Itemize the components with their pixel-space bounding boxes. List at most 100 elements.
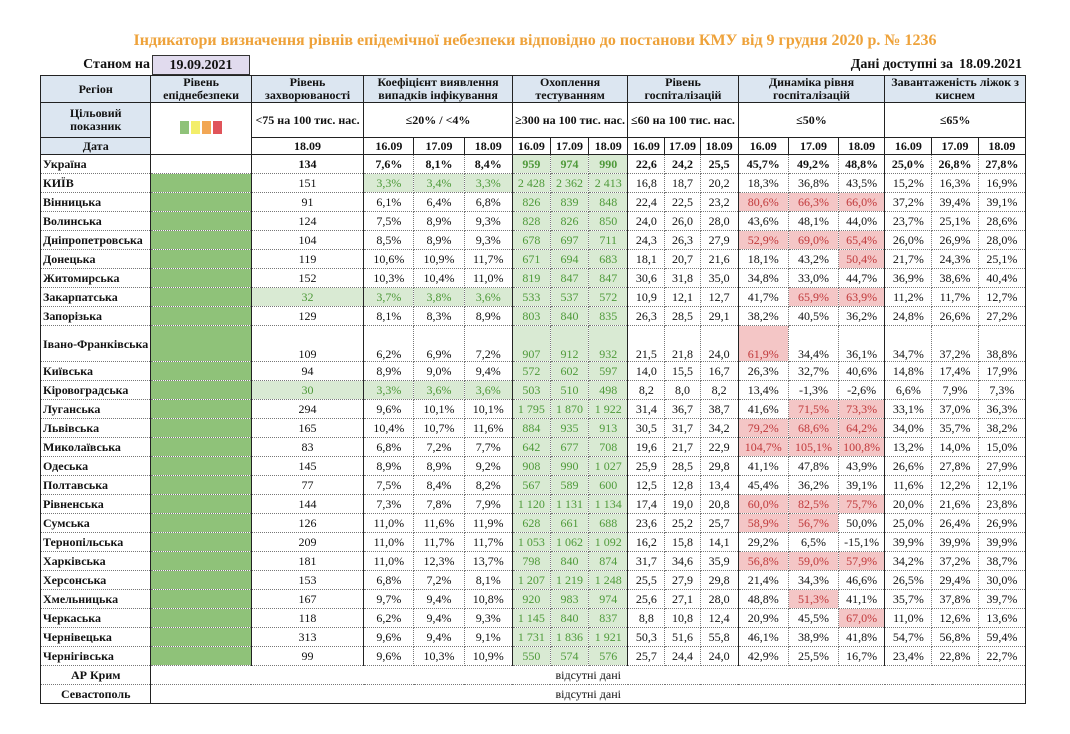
- hosp-value: 28,5: [664, 306, 701, 326]
- oxygen-beds-value: 26,9%: [931, 230, 979, 250]
- hosp-value: 19,0: [664, 494, 701, 514]
- hosp-value: 29,8: [699, 570, 739, 590]
- hosp-dynamics-value: 46,1%: [737, 627, 789, 647]
- testing-value: 678: [511, 230, 551, 250]
- epidemic-level-indicator: [150, 325, 252, 362]
- hosp-value: 25,7: [699, 513, 739, 533]
- hosp-value: 34,6: [664, 551, 701, 571]
- incidence-value: 83: [250, 437, 365, 457]
- region-row: Луганська 294 9,6% 10,1% 10,1% 1 795 1 870 1 92…: [39, 399, 1027, 419]
- epidemic-level-indicator: [150, 192, 252, 212]
- testing-value: 1 062: [549, 532, 590, 552]
- region-row: Волинська 124 7,5% 8,9% 9,3% 828 826 850 24,0 26,…: [39, 211, 1027, 231]
- oxygen-beds-value: 26,9%: [977, 513, 1027, 533]
- oxygen-beds-value: 7,9%: [931, 380, 979, 400]
- col-incidence: Рівень захворюваності: [250, 75, 365, 103]
- hosp-dynamics-value: 36,2%: [838, 306, 886, 326]
- testing-value: 2 413: [588, 173, 629, 193]
- region-name: Луганська: [39, 399, 152, 419]
- hosp-value: 16,7: [699, 361, 739, 381]
- oxygen-beds-value: 39,7%: [977, 589, 1027, 609]
- coef-value: 10,9%: [463, 646, 513, 666]
- coef-value: 10,4%: [363, 418, 415, 438]
- incidence-value: 129: [250, 306, 365, 326]
- epidemic-level-indicator: [150, 361, 252, 381]
- testing-value: 642: [511, 437, 551, 457]
- hosp-dynamics-value: 64,2%: [838, 418, 886, 438]
- incidence-value: 119: [250, 249, 365, 269]
- hosp-dynamics-value: 58,9%: [737, 513, 789, 533]
- testing-value: 503: [511, 380, 551, 400]
- testing-value: 974: [549, 154, 590, 174]
- oxygen-beds-value: 35,7%: [931, 418, 979, 438]
- hosp-value: 12,5: [627, 475, 666, 495]
- coef-value: 8,1%: [363, 306, 415, 326]
- hosp-dynamics-value: 56,8%: [737, 551, 789, 571]
- hosp-value: 31,7: [664, 418, 701, 438]
- hosp-dynamics-value: 104,7%: [737, 437, 789, 457]
- oxygen-beds-value: 34,2%: [884, 551, 933, 571]
- hosp-value: 26,3: [627, 306, 666, 326]
- oxygen-beds-value: 39,9%: [931, 532, 979, 552]
- col-dyn: Динаміка рівня госпіталізацій: [737, 75, 886, 103]
- no-data-row: АР Крим відсутні дані: [39, 665, 1026, 685]
- hosp-dynamics-value: 34,4%: [787, 325, 840, 362]
- epidemic-level-indicator: [150, 513, 252, 533]
- hosp-value: 8,2: [699, 380, 739, 400]
- hosp-value: 27,9: [699, 230, 739, 250]
- hosp-dynamics-value: 45,4%: [737, 475, 789, 495]
- testing-value: 1 131: [549, 494, 590, 514]
- epidemic-level-indicator: [150, 211, 252, 231]
- coef-value: 6,8%: [363, 437, 415, 457]
- coef-value: 9,4%: [463, 361, 513, 381]
- hosp-value: 31,8: [664, 268, 701, 288]
- region-row: Кіровоградська 30 3,3% 3,6% 3,6% 503 510 498 8,2…: [39, 380, 1027, 400]
- hosp-dynamics-value: 42,9%: [737, 646, 789, 666]
- oxygen-beds-value: 27,2%: [977, 306, 1027, 326]
- coef-value: 3,6%: [463, 287, 513, 307]
- hosp-value: 30,6: [627, 268, 666, 288]
- incidence-value: 118: [250, 608, 365, 628]
- testing-value: 1 053: [511, 532, 551, 552]
- region-name: Кіровоградська: [39, 380, 152, 400]
- coef-value: 11,7%: [413, 532, 465, 552]
- hosp-dynamics-value: 46,6%: [838, 570, 886, 590]
- hosp-dynamics-value: 52,9%: [737, 230, 789, 250]
- hosp-value: 19,6: [627, 437, 666, 457]
- testing-value: 1 145: [511, 608, 551, 628]
- coef-value: 6,1%: [363, 192, 415, 212]
- testing-value: 798: [511, 551, 551, 571]
- hosp-dynamics-value: 18,3%: [737, 173, 789, 193]
- coef-value: 7,8%: [413, 494, 465, 514]
- region-name: АР Крим: [39, 665, 152, 685]
- hosp-dynamics-value: 59,0%: [787, 551, 840, 571]
- testing-value: 498: [588, 380, 629, 400]
- hosp-value: 16,8: [627, 173, 666, 193]
- testing-value: 1 207: [511, 570, 551, 590]
- hosp-dynamics-value: 61,9%: [737, 325, 789, 362]
- oxygen-beds-value: 7,3%: [977, 380, 1027, 400]
- hosp-dynamics-value: 36,1%: [838, 325, 886, 362]
- hosp-value: 24,2: [664, 154, 701, 174]
- testing-value: 567: [511, 475, 551, 495]
- hosp-dynamics-value: 36,8%: [787, 173, 840, 193]
- testing-value: 602: [549, 361, 590, 381]
- hosp-value: 25,5: [627, 570, 666, 590]
- coef-value: 7,6%: [363, 154, 415, 174]
- coef-value: 9,3%: [463, 230, 513, 250]
- testing-value: 884: [511, 418, 551, 438]
- oxygen-beds-value: 12,7%: [977, 287, 1027, 307]
- hosp-dynamics-value: 48,8%: [838, 154, 886, 174]
- oxygen-beds-value: 12,2%: [931, 475, 979, 495]
- coef-value: 9,4%: [413, 589, 465, 609]
- hosp-value: 23,2: [699, 192, 739, 212]
- hosp-dynamics-value: 80,6%: [737, 192, 789, 212]
- hosp-value: 25,2: [664, 513, 701, 533]
- hosp-value: 8,8: [627, 608, 666, 628]
- hosp-value: 10,9: [627, 287, 666, 307]
- oxygen-beds-value: 39,1%: [977, 192, 1027, 212]
- epidemic-level-indicator: [150, 532, 252, 552]
- coef-value: 9,7%: [363, 589, 415, 609]
- testing-value: 1 134: [588, 494, 629, 514]
- testing-value: 1 092: [588, 532, 629, 552]
